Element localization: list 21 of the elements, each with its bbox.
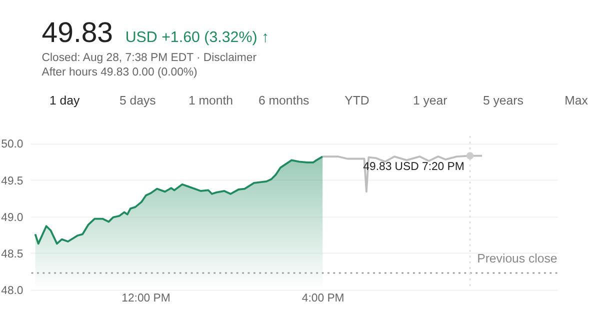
text: 5 years <box>482 94 524 108</box>
y-tick-label: 50.0 <box>1 138 24 151</box>
text: After hours 49.83 0.00 (0.00%) <box>42 66 198 78</box>
chart-subtitle: USD +1.60 (3.32%) ↑ <box>125 29 270 46</box>
text: Closed: Aug 28, 7:38 PM EDT · Disclaimer <box>42 52 257 64</box>
y-tick-label: 49.5 <box>1 175 24 188</box>
text: 5 days <box>119 94 156 108</box>
y-tick-label: 48.5 <box>1 248 24 260</box>
x-tick-label: 12:00 PM <box>122 292 170 305</box>
text: 1 year <box>412 94 448 108</box>
x-tick-label: 4:00 PM <box>302 292 344 305</box>
y-tick-label: 48.0 <box>1 285 24 298</box>
annotation: 49.83 USD 7:20 PM <box>363 161 464 174</box>
text: 6 months <box>258 94 310 108</box>
y-tick-label: 49.0 <box>1 212 24 224</box>
chart-title: 49.83 <box>42 17 114 50</box>
text: 1 month <box>188 94 234 108</box>
text: Max <box>564 94 589 108</box>
text: 1 day <box>49 94 80 108</box>
text: YTD <box>344 94 370 108</box>
ref-line-label: Previous close <box>477 252 558 266</box>
